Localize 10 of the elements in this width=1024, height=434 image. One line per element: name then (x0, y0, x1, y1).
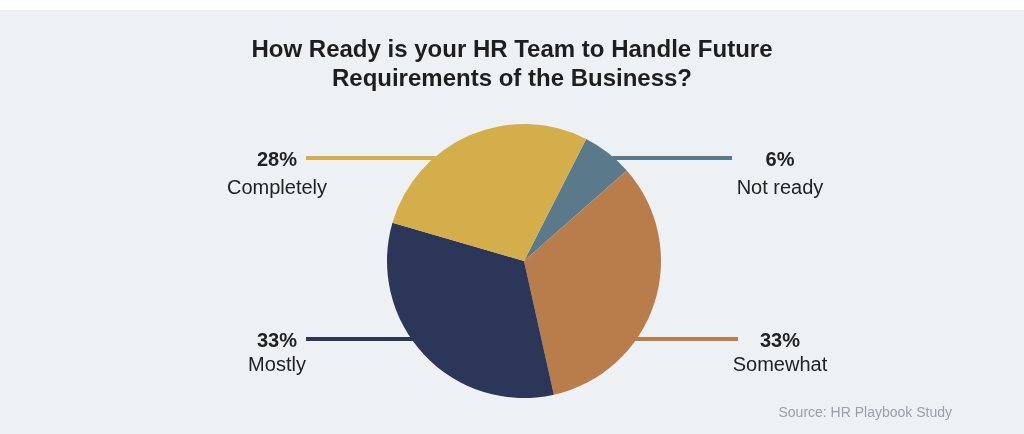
slice-label: Not ready (736, 176, 824, 198)
data-label: 28% (256, 148, 298, 170)
source-note: Source: HR Playbook Study (778, 404, 952, 420)
chart-title: How Ready is your HR Team to Handle Future Requirements of the Business? (250, 34, 774, 92)
slice-label: Somewhat (732, 353, 828, 375)
data-label: 33% (256, 329, 298, 351)
slice-label: Mostly (248, 353, 306, 375)
slice-label: Completely (226, 176, 328, 198)
data-label: 6% (765, 148, 795, 170)
data-label: 33% (759, 329, 801, 351)
